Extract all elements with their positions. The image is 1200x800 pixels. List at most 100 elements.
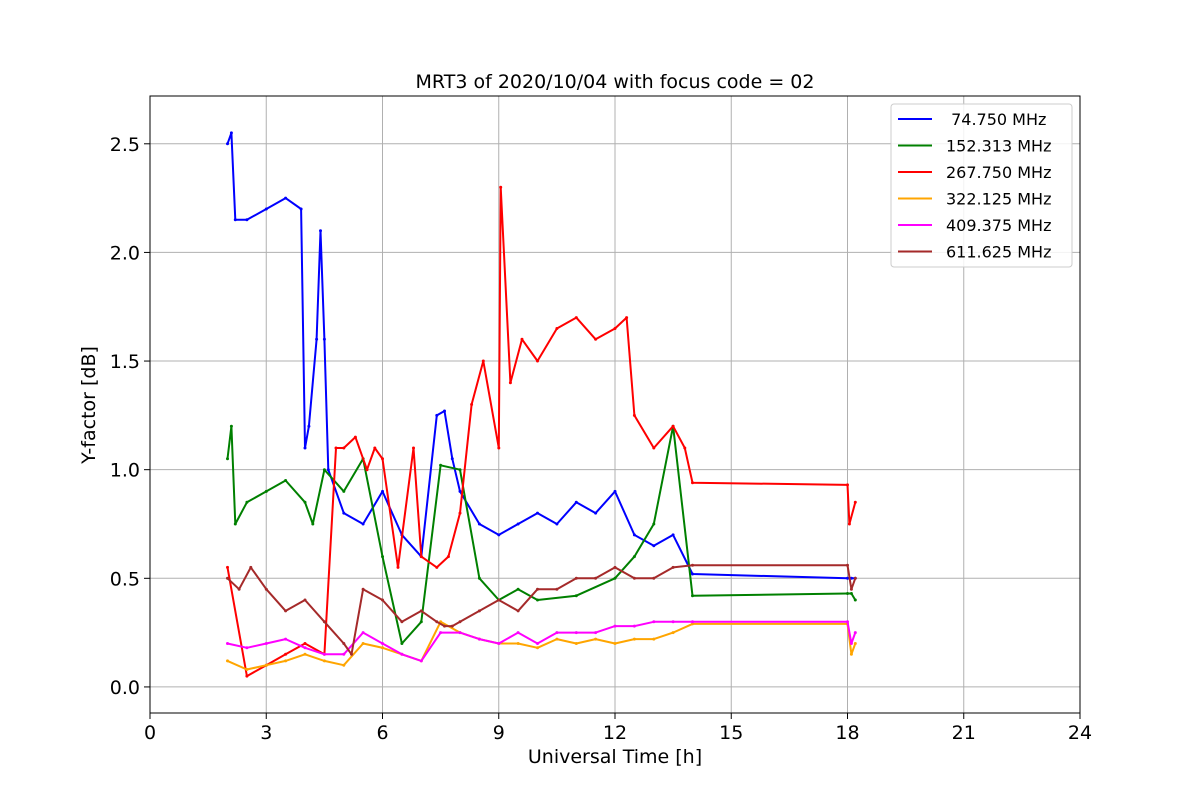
data-point xyxy=(613,576,617,580)
data-point xyxy=(322,337,326,341)
data-point xyxy=(853,500,857,504)
data-point xyxy=(237,587,241,591)
data-point xyxy=(284,637,288,641)
data-point xyxy=(683,446,687,450)
series-line-1 xyxy=(226,425,857,645)
data-point xyxy=(342,642,346,645)
data-point xyxy=(458,468,462,472)
data-point xyxy=(381,489,384,493)
data-point xyxy=(671,565,675,569)
data-point xyxy=(446,555,450,559)
data-point xyxy=(632,576,636,580)
data-point xyxy=(853,576,857,580)
data-point xyxy=(400,652,404,656)
data-point xyxy=(574,594,578,598)
data-point xyxy=(555,327,559,330)
data-point xyxy=(652,637,656,641)
data-point xyxy=(849,592,853,595)
y-tick-label: 2.0 xyxy=(110,242,140,264)
data-point xyxy=(284,659,288,663)
data-point xyxy=(326,468,330,472)
data-point xyxy=(846,563,849,567)
y-tick-label: 0.5 xyxy=(110,568,140,590)
legend-label: 74.750 MHz xyxy=(946,110,1046,129)
x-tick-label: 3 xyxy=(260,722,272,744)
x-tick-label: 21 xyxy=(952,722,976,744)
data-point xyxy=(632,413,636,417)
data-point xyxy=(373,446,377,450)
data-point xyxy=(458,631,462,635)
data-point xyxy=(574,500,578,504)
data-point xyxy=(477,576,481,580)
y-tick-label: 2.5 xyxy=(110,134,140,156)
data-point xyxy=(226,576,229,580)
data-point xyxy=(381,555,384,559)
data-point xyxy=(226,565,229,569)
data-point xyxy=(264,642,268,645)
data-point xyxy=(322,468,326,472)
data-point xyxy=(613,565,617,569)
data-point xyxy=(245,646,249,650)
series-line-4 xyxy=(227,620,857,662)
data-point xyxy=(400,620,404,624)
data-point xyxy=(303,500,307,504)
data-point xyxy=(245,668,249,671)
x-axis-label: Universal Time [h] xyxy=(528,746,702,768)
legend-label: 152.313 MHz xyxy=(946,137,1051,156)
series-line-3 xyxy=(227,620,857,671)
data-point xyxy=(520,337,524,341)
data-point xyxy=(652,620,656,624)
data-point xyxy=(477,609,481,613)
data-point xyxy=(691,572,694,576)
data-point xyxy=(846,592,849,595)
data-point xyxy=(303,646,307,650)
x-tick-label: 18 xyxy=(835,722,859,744)
data-point xyxy=(342,663,346,667)
data-point xyxy=(233,218,237,222)
data-point xyxy=(458,511,462,515)
data-point xyxy=(652,522,656,526)
data-point xyxy=(691,620,694,624)
data-point xyxy=(846,483,849,487)
data-point xyxy=(361,642,365,645)
x-tick-label: 6 xyxy=(376,722,388,744)
data-point xyxy=(229,131,233,135)
data-point xyxy=(849,642,853,645)
data-point xyxy=(849,587,853,591)
data-point xyxy=(400,642,404,645)
x-tick-label: 0 xyxy=(144,722,156,744)
data-point xyxy=(671,533,675,537)
data-point xyxy=(381,642,384,645)
y-tick-label: 1.0 xyxy=(110,460,140,482)
data-point xyxy=(652,446,656,450)
data-point xyxy=(381,457,384,461)
data-point xyxy=(419,555,423,559)
data-point xyxy=(226,142,229,146)
data-point xyxy=(396,565,400,569)
data-point xyxy=(322,652,326,656)
data-point xyxy=(613,624,617,628)
data-point xyxy=(303,652,307,656)
data-point xyxy=(497,533,501,537)
x-tick-label: 24 xyxy=(1068,722,1092,744)
data-point xyxy=(435,565,439,569)
data-point xyxy=(322,620,326,624)
legend-label: 409.375 MHz xyxy=(946,216,1051,235)
data-point xyxy=(594,637,598,641)
data-point xyxy=(458,620,462,624)
data-point xyxy=(307,424,311,428)
data-point xyxy=(516,609,520,613)
x-tick-label: 9 xyxy=(493,722,505,744)
y-tick-label: 1.5 xyxy=(110,351,140,373)
data-point xyxy=(264,587,268,591)
data-point xyxy=(691,481,694,485)
data-point xyxy=(226,457,229,461)
legend-label: 611.625 MHz xyxy=(946,243,1051,262)
data-point xyxy=(516,522,520,526)
y-tick-label: 0.0 xyxy=(110,677,140,699)
data-point xyxy=(361,522,365,526)
chart-title: MRT3 of 2020/10/04 with focus code = 02 xyxy=(416,71,815,93)
data-point xyxy=(508,381,512,385)
data-point xyxy=(625,316,629,320)
